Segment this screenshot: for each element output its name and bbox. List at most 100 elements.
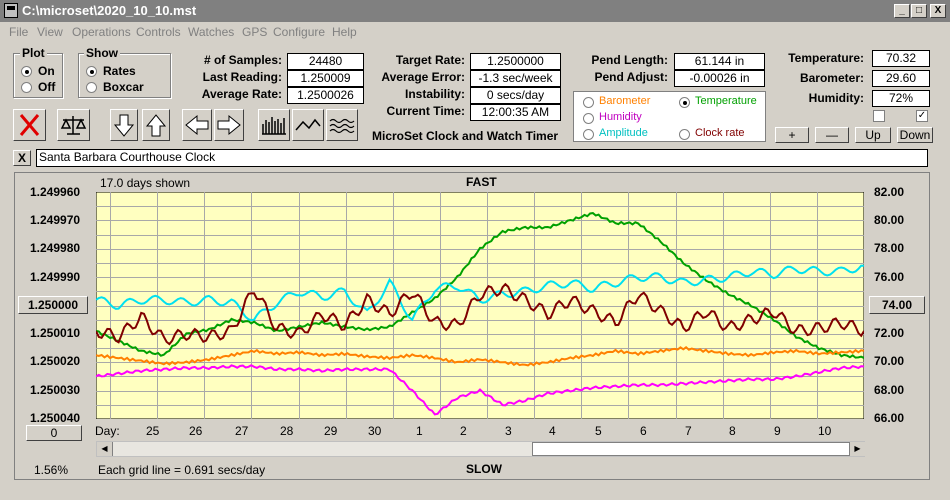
clock-rate-radio[interactable] xyxy=(679,129,690,140)
fast-label: FAST xyxy=(466,175,497,189)
scrollbar-thumb[interactable] xyxy=(532,442,850,456)
up-button[interactable]: Up xyxy=(855,127,891,143)
menu-watches[interactable]: Watches xyxy=(188,25,235,39)
menu-view[interactable]: View xyxy=(37,25,63,39)
right-tick-label: 70.00 xyxy=(874,354,905,368)
move-right-button[interactable] xyxy=(214,109,244,141)
pend-length-label: Pend Length: xyxy=(591,53,668,67)
right-tick-label: 82.00 xyxy=(874,185,905,199)
right-tick-label: 68.00 xyxy=(874,383,905,397)
day-tick-label: 8 xyxy=(729,424,736,438)
minimize-button[interactable]: _ xyxy=(894,4,910,18)
sensor-select-box: Barometer Temperature Humidity Amplitude… xyxy=(573,91,766,142)
barometer-radio[interactable] xyxy=(583,97,594,108)
menu-controls[interactable]: Controls xyxy=(136,25,181,39)
balance-scale-icon xyxy=(60,116,87,135)
title-bar: C:\microset\2020_10_10.mst _ □ X xyxy=(0,0,950,22)
right-tick-label: 78.00 xyxy=(874,241,905,255)
day-tick-label: 28 xyxy=(280,424,294,438)
series-line xyxy=(96,364,864,416)
wave-graph-button[interactable] xyxy=(326,109,358,141)
day-tick-label: 3 xyxy=(505,424,512,438)
series-line xyxy=(96,346,864,367)
arrow-right-icon xyxy=(217,114,241,136)
show-rates-radio[interactable] xyxy=(86,66,97,77)
left-tick-label: 1.250010 xyxy=(30,326,81,340)
day-axis-label: Day: xyxy=(95,424,120,438)
temperature-label: Temperature: xyxy=(788,51,864,65)
right-tick-label: 66.00 xyxy=(874,411,905,425)
right-axis-center-button[interactable]: 74.00 xyxy=(869,296,925,314)
target-rate-field[interactable]: 1.2500000 xyxy=(470,53,561,70)
day-tick-label: 1 xyxy=(416,424,423,438)
barometer-field: 29.60 xyxy=(872,70,930,87)
menu-operations[interactable]: Operations xyxy=(72,25,131,39)
last-reading-label: Last Reading: xyxy=(202,70,282,84)
average-rate-field: 1.2500026 xyxy=(287,87,364,104)
barometer-option-label: Barometer xyxy=(599,95,651,107)
left-tick-label: 1.249980 xyxy=(30,241,81,255)
red-x-icon xyxy=(19,114,40,136)
instability-field: 0 secs/day xyxy=(470,87,561,104)
day-tick-label: 9 xyxy=(774,424,781,438)
show-group-title: Show xyxy=(84,46,120,60)
slow-label: SLOW xyxy=(466,462,502,476)
day-tick-label: 30 xyxy=(368,424,382,438)
pend-length-field[interactable]: 61.144 in xyxy=(674,53,765,70)
right-checkbox[interactable]: ✓ xyxy=(916,110,928,122)
histogram-button[interactable] xyxy=(258,109,290,141)
horizontal-scrollbar[interactable]: ◀ ▶ xyxy=(96,441,865,457)
maximize-button[interactable]: □ xyxy=(911,4,927,18)
grid-note-label: Each grid line = 0.691 secs/day xyxy=(98,463,266,477)
temperature-field: 70.32 xyxy=(872,50,930,67)
left-tick-label: 1.250020 xyxy=(30,354,81,368)
samples-field: 24480 xyxy=(287,53,364,70)
clock-rate-option-label: Clock rate xyxy=(695,127,745,139)
humidity-field: 72% xyxy=(872,90,930,107)
scroll-left-arrow[interactable]: ◀ xyxy=(97,442,113,456)
line-graph-button[interactable] xyxy=(292,109,324,141)
show-boxcar-label: Boxcar xyxy=(103,80,144,94)
day-tick-label: 29 xyxy=(324,424,338,438)
arrow-up-icon xyxy=(145,114,167,137)
show-boxcar-radio[interactable] xyxy=(86,82,97,93)
left-checkbox[interactable] xyxy=(873,110,885,122)
menu-configure[interactable]: Configure xyxy=(273,25,326,39)
last-reading-field: 1.250009 xyxy=(287,70,364,87)
left-tick-label: 1.250030 xyxy=(30,383,81,397)
humidity-radio[interactable] xyxy=(583,113,594,124)
current-time-field: 12:00:35 AM xyxy=(470,104,561,121)
humidity-option-label: Humidity xyxy=(599,111,642,123)
histogram-icon xyxy=(262,117,286,135)
plot-background xyxy=(96,192,864,419)
left-tick-label: 1.249960 xyxy=(30,185,81,199)
move-down-button[interactable] xyxy=(110,109,138,141)
offset-button[interactable]: 0 xyxy=(26,425,82,441)
left-axis-center-button[interactable]: 1.250000 xyxy=(18,296,88,314)
amplitude-radio[interactable] xyxy=(583,129,594,140)
temperature-radio[interactable] xyxy=(679,97,690,108)
menu-help[interactable]: Help xyxy=(332,25,357,39)
description-field[interactable]: Santa Barbara Courthouse Clock xyxy=(36,149,928,167)
clear-button[interactable] xyxy=(13,109,46,141)
menu-file[interactable]: File xyxy=(9,25,29,39)
down-button[interactable]: Down xyxy=(897,127,933,143)
humidity-label: Humidity: xyxy=(808,91,864,105)
scroll-right-arrow[interactable]: ▶ xyxy=(849,442,865,456)
day-tick-label: 2 xyxy=(460,424,467,438)
menu-gps[interactable]: GPS xyxy=(242,25,268,39)
move-left-button[interactable] xyxy=(182,109,212,141)
plot-series xyxy=(96,212,864,416)
plot-on-radio[interactable] xyxy=(21,66,32,77)
app-caption: MicroSet Clock and Watch Timer xyxy=(372,129,559,143)
day-tick-label: 25 xyxy=(146,424,160,438)
amplitude-option-label: Amplitude xyxy=(599,127,648,139)
balance-button[interactable] xyxy=(57,109,90,141)
plus-button[interactable]: + xyxy=(775,127,809,143)
move-up-button[interactable] xyxy=(142,109,170,141)
minus-button[interactable]: — xyxy=(815,127,849,143)
close-window-button[interactable]: X xyxy=(930,4,946,18)
line-graph-icon xyxy=(295,118,321,131)
description-close-button[interactable]: X xyxy=(13,150,31,166)
plot-off-radio[interactable] xyxy=(21,82,32,93)
